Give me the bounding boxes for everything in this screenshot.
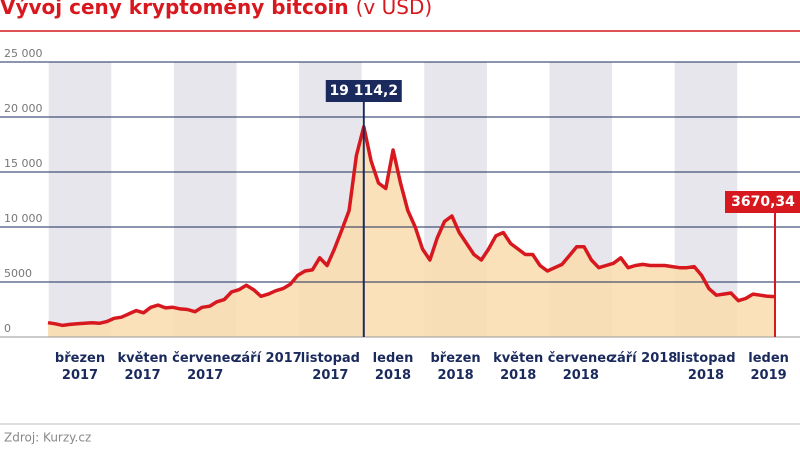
x-tick-label: březen 2018 <box>430 351 481 383</box>
x-tick-label: září 2018 <box>609 351 678 366</box>
annotation: 19 114,2 <box>329 83 398 99</box>
annotation-box <box>725 191 800 213</box>
title-unit: (v USD) <box>356 0 433 19</box>
y-tick-label: 20 000 <box>4 102 43 115</box>
area <box>48 126 775 337</box>
y-tick-label: 15 000 <box>4 157 43 170</box>
y-tick-label: 0 <box>4 322 11 335</box>
x-tick-label: červenec 2018 <box>547 351 614 383</box>
title-main: Vývoj ceny kryptoměny bitcoin <box>0 0 349 19</box>
y-tick-label: 5000 <box>4 267 32 280</box>
source: Zdroj: Kurzy.cz <box>4 431 91 445</box>
month-band <box>173 62 237 337</box>
x-tick-label: leden 2018 <box>372 351 414 383</box>
chart-title: Vývoj ceny kryptoměny bitcoin (v USD) <box>0 0 432 19</box>
y-tick-label: 10 000 <box>4 212 43 225</box>
y-tick-label: 25 000 <box>4 47 43 60</box>
x-tick-label: září 2017 <box>233 351 302 366</box>
x-tick-label: listopad 2017 <box>300 351 360 383</box>
x-tick-label: březen 2017 <box>54 351 106 383</box>
annotation-box <box>325 80 402 102</box>
x-tick-label: květen 2018 <box>493 351 544 383</box>
x-tick-label: leden 2019 <box>748 351 789 383</box>
x-tick-label: květen 2017 <box>117 351 168 383</box>
x-tick-label: červenec 2017 <box>172 351 239 383</box>
month-band <box>48 62 112 337</box>
annotation: 3670,34 <box>731 194 795 210</box>
x-tick-label: listopad 2018 <box>676 351 736 383</box>
line <box>47 124 776 328</box>
